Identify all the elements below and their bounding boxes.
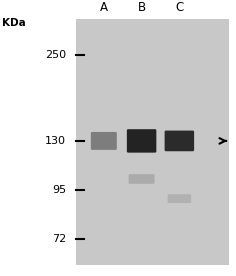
Text: 130: 130 [45,136,66,146]
FancyBboxPatch shape [129,174,155,184]
Text: C: C [175,1,183,14]
Text: B: B [138,1,146,14]
Text: 95: 95 [52,185,66,195]
FancyBboxPatch shape [165,131,194,151]
Text: 250: 250 [45,50,66,60]
FancyBboxPatch shape [127,129,156,153]
Bar [76,19,229,265]
Text: KDa: KDa [2,18,26,28]
FancyBboxPatch shape [91,132,117,150]
Text: 72: 72 [52,234,66,244]
Text: A: A [100,1,108,14]
FancyBboxPatch shape [168,194,191,203]
